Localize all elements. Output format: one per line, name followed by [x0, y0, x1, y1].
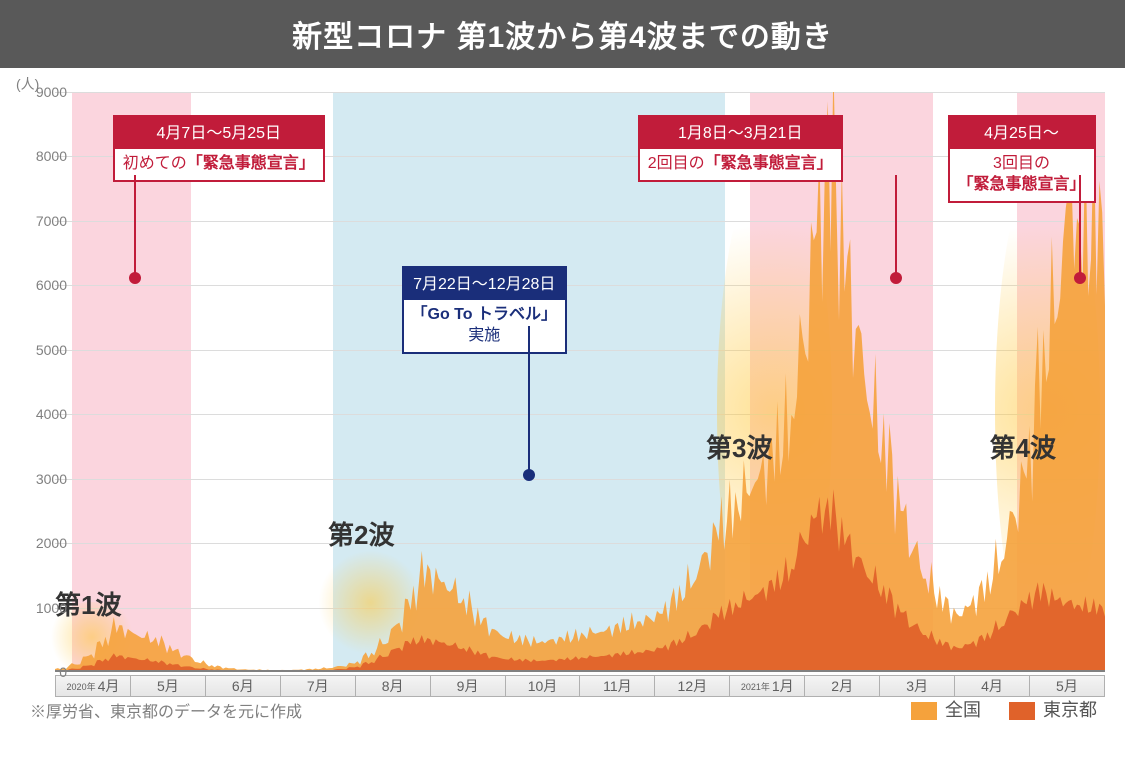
- plot-area: 第1波第2波第3波第4波4月7日～5月25日初めての「緊急事態宣言」7月22日～…: [55, 92, 1105, 672]
- chart-container: (人) 第1波第2波第3波第4波4月7日～5月25日初めての「緊急事態宣言」7月…: [0, 68, 1125, 728]
- y-tick-label: 9000: [17, 84, 67, 100]
- y-tick-label: 1000: [17, 600, 67, 616]
- source-note: ※厚労省、東京都のデータを元に作成: [30, 698, 302, 722]
- wave-label: 第2波: [328, 515, 394, 552]
- callout-desc: 初めての「緊急事態宣言」: [113, 147, 325, 182]
- callout-pin: [134, 175, 136, 277]
- y-tick-label: 4000: [17, 406, 67, 422]
- callout-pin-dot: [1074, 272, 1086, 284]
- y-tick-label: 2000: [17, 535, 67, 551]
- x-tick: 5月: [1030, 675, 1105, 697]
- y-tick-label: 6000: [17, 277, 67, 293]
- callout-pin-dot: [129, 272, 141, 284]
- x-tick: 5月: [131, 675, 206, 697]
- callout-date: 4月25日～: [948, 115, 1096, 147]
- x-tick: 6月: [206, 675, 281, 697]
- legend: 全国 東京都: [911, 696, 1097, 722]
- y-tick-label: 7000: [17, 213, 67, 229]
- page-title: 新型コロナ 第1波から第4波までの動き: [0, 0, 1125, 68]
- callout-date: 1月8日～3月21日: [638, 115, 843, 147]
- callout-c4: 4月25日～3回目の「緊急事態宣言」: [948, 115, 1096, 203]
- legend-national: 全国: [911, 696, 981, 722]
- y-tick-label: 5000: [17, 342, 67, 358]
- x-tick: 10月: [506, 675, 581, 697]
- callout-date: 4月7日～5月25日: [113, 115, 325, 147]
- callout-desc: 2回目の「緊急事態宣言」: [638, 147, 843, 182]
- callout-date: 7月22日～12月28日: [402, 266, 567, 298]
- y-tick-label: 0: [17, 664, 67, 680]
- callout-pin: [528, 326, 530, 475]
- y-tick-label: 8000: [17, 148, 67, 164]
- callout-c2: 7月22日～12月28日「Go To トラベル」実施: [402, 266, 567, 354]
- wave-label: 第3波: [706, 428, 772, 465]
- callout-desc: 「Go To トラベル」実施: [402, 298, 567, 354]
- callout-pin-dot: [523, 469, 535, 481]
- legend-tokyo: 東京都: [1009, 696, 1097, 722]
- callout-c3: 1月8日～3月21日2回目の「緊急事態宣言」: [638, 115, 843, 182]
- x-tick: 11月: [580, 675, 655, 697]
- callout-c1: 4月7日～5月25日初めての「緊急事態宣言」: [113, 115, 325, 182]
- x-tick: 2月: [805, 675, 880, 697]
- x-axis-baseline: [55, 670, 1105, 672]
- callout-pin: [1079, 175, 1081, 277]
- x-tick: 3月: [880, 675, 955, 697]
- x-tick: 9月: [431, 675, 506, 697]
- x-axis-ticks: 2020年4月5月6月7月8月9月10月11月12月2021年1月2月3月4月5…: [55, 675, 1105, 697]
- callout-pin-dot: [890, 272, 902, 284]
- x-tick: 12月: [655, 675, 730, 697]
- x-tick: 7月: [281, 675, 356, 697]
- x-tick: 2021年1月: [730, 675, 805, 697]
- legend-swatch-national: [911, 702, 937, 720]
- legend-swatch-tokyo: [1009, 702, 1035, 720]
- y-tick-label: 3000: [17, 471, 67, 487]
- callout-pin: [895, 175, 897, 277]
- x-tick: 4月: [955, 675, 1030, 697]
- x-tick: 8月: [356, 675, 431, 697]
- wave-label: 第4波: [990, 428, 1056, 465]
- callout-desc: 3回目の「緊急事態宣言」: [948, 147, 1096, 203]
